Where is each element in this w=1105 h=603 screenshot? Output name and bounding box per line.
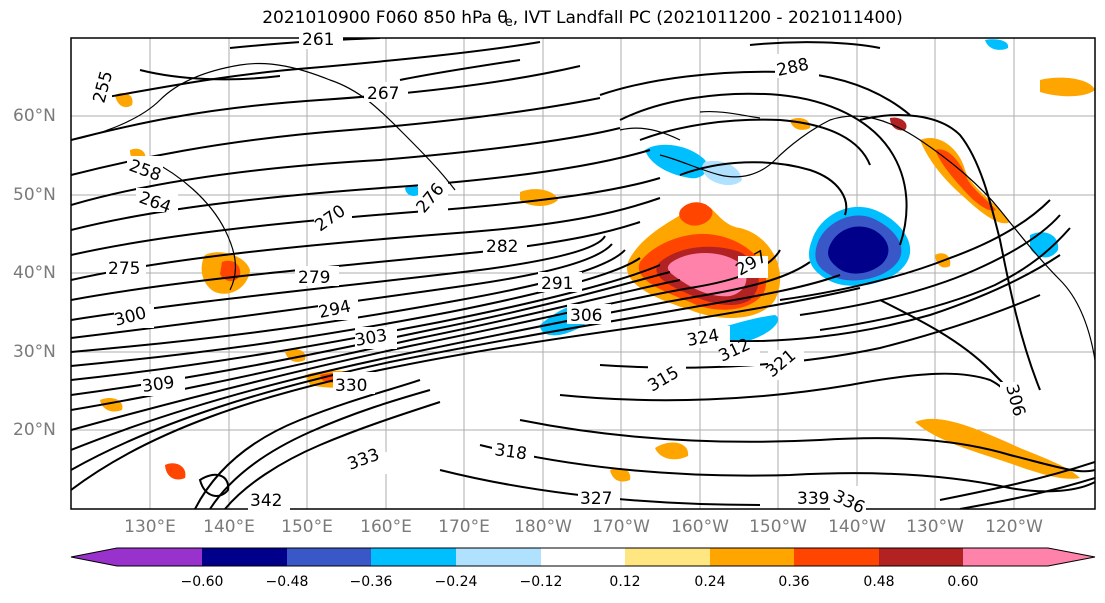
contour-label: 267 [367,84,399,104]
colorbar-tick-label: 0.48 [863,574,895,590]
contour-label: 309 [141,373,176,397]
contour-label: 342 [250,491,282,511]
chart-title: 2021010900 F060 850 hPa θe, IVT Landfall… [262,8,903,30]
contour-label: 327 [580,489,612,509]
lon-label: 130°E [124,517,176,537]
lon-label: 180°W [514,517,572,537]
contour-label: 339 [797,489,829,509]
colorbar-segment [371,548,456,566]
contour-label: 291 [541,274,573,294]
colorbar-tick-label: 0.36 [778,574,810,590]
lon-label: 170°E [438,517,490,537]
colorbar-tick-label: −0.48 [265,574,309,590]
lon-label: 140°E [203,517,255,537]
colorbar-extend-high [1048,548,1095,566]
scattered-anomaly-shading [100,77,1095,482]
colorbar-segment [879,548,963,566]
lon-label: 120°W [985,517,1043,537]
lon-label: 140°W [828,517,886,537]
lat-label: 20°N [13,420,56,440]
coastlines [71,62,1095,361]
colorbar-tick-label: −0.12 [519,574,563,590]
colorbar-segment [456,548,541,566]
colorbar-tick-label: −0.24 [434,574,478,590]
colorbar-segment [794,548,879,566]
colorbar-segment [287,548,371,566]
colorbar-segment [202,548,287,566]
colorbar-tick-label: 0.24 [694,574,726,590]
colorbar-segment [625,548,710,566]
lon-label: 170°W [592,517,650,537]
lon-label: 160°E [360,517,412,537]
contour-label: 282 [486,237,518,257]
theta-e-contours [71,38,1095,509]
colorbar-tick-label: −0.36 [349,574,393,590]
contour-label: 318 [493,440,528,464]
lat-label: 30°N [13,342,56,362]
map-frame [70,37,1096,510]
contour-label: 261 [302,30,334,50]
lon-label: 150°E [281,517,333,537]
lon-label: 130°W [906,517,964,537]
colorbar-extend-low [71,548,117,566]
colorbar-segment [117,548,202,566]
colorbar-segment [963,548,1048,566]
contour-label: 330 [335,376,367,396]
lon-label: 160°W [671,517,729,537]
colorbar-segment [541,548,625,566]
lon-label: 150°W [749,517,807,537]
lat-label: 60°N [13,106,56,126]
lat-label: 40°N [13,263,56,283]
contour-label-group: 261 255 267 288 258 264 270 276 282 275 … [86,30,1029,518]
contour-label: 275 [108,259,140,279]
colorbar-segment [710,548,794,566]
colorbar-tick-label: 0.60 [947,574,979,590]
negative-anomaly-shading [405,39,1059,347]
contour-label: 279 [298,268,330,288]
colorbar-tick-label: 0.12 [609,574,641,590]
colorbar [70,547,1096,567]
contour-label: 306 [570,306,602,326]
colorbar-tick-label: −0.60 [180,574,224,590]
lat-label: 50°N [13,185,56,205]
